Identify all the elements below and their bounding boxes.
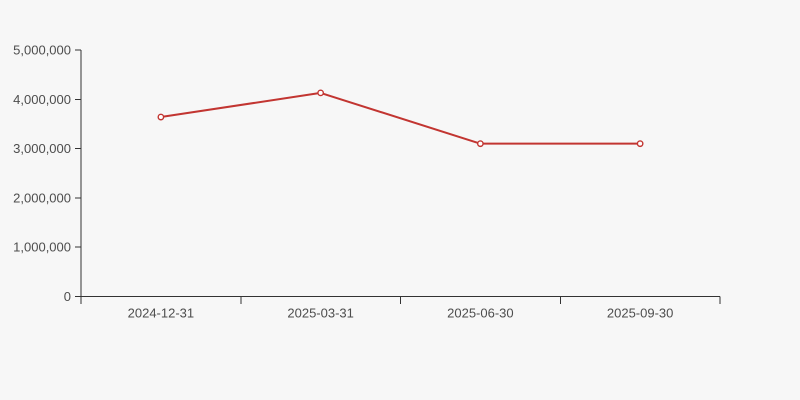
- y-axis-tick-label: 5,000,000: [13, 43, 71, 58]
- x-axis-tick-label: 2025-09-30: [607, 306, 674, 321]
- y-axis-tick-label: 2,000,000: [13, 190, 71, 205]
- y-axis-tick-label: 4,000,000: [13, 92, 71, 107]
- x-axis-tick-label: 2024-12-31: [128, 306, 195, 321]
- y-axis-tick-label: 3,000,000: [13, 141, 71, 156]
- data-point[interactable]: [476, 140, 484, 148]
- y-axis-tick-label: 0: [64, 289, 71, 304]
- data-point[interactable]: [317, 89, 325, 97]
- x-axis-tick-label: 2025-03-31: [287, 306, 354, 321]
- data-point[interactable]: [636, 140, 644, 148]
- data-point[interactable]: [157, 113, 165, 121]
- x-axis-tick-label: 2025-06-30: [447, 306, 514, 321]
- y-axis-tick-label: 1,000,000: [13, 240, 71, 255]
- series-line: [159, 91, 642, 145]
